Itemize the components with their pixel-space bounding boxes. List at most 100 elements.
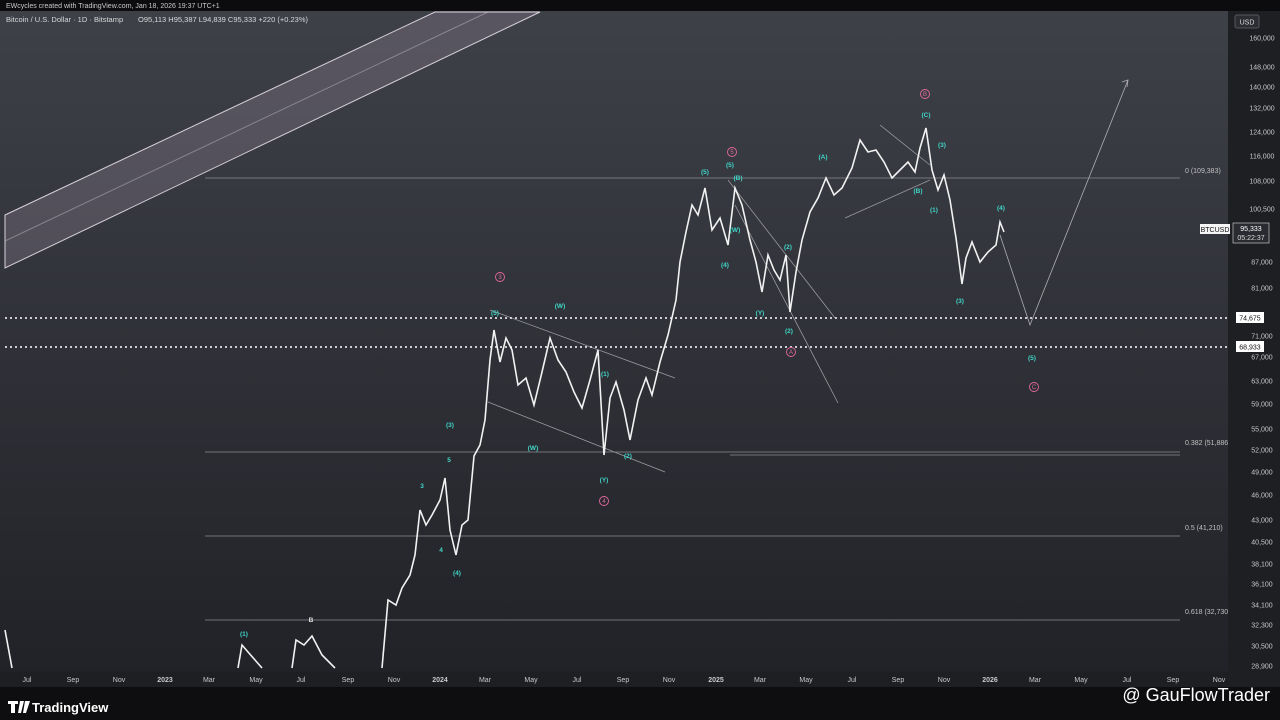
- currency: USD: [1240, 20, 1255, 27]
- level-lines: [5, 317, 1228, 348]
- time-label: May: [249, 677, 263, 684]
- level-label: 68,933: [1239, 345, 1261, 352]
- price-label: 38,100: [1251, 562, 1273, 569]
- price-label: 30,500: [1251, 644, 1273, 651]
- time-label: 2025: [708, 677, 724, 684]
- degree-label: B: [923, 92, 927, 98]
- last-price: 95,333: [1240, 226, 1262, 233]
- level-label: 74,675: [1239, 316, 1261, 323]
- fib-label: 0.382 (51,886: [1185, 440, 1228, 447]
- price-trace: [291, 634, 336, 669]
- time-label: Mar: [203, 677, 216, 684]
- wave-label: (Y): [756, 310, 765, 317]
- wave-label: (4): [453, 570, 461, 577]
- price-label: 81,000: [1251, 286, 1273, 293]
- price-label: 132,000: [1249, 106, 1274, 113]
- degree-circle: [1029, 382, 1039, 392]
- time-label: Sep: [342, 677, 355, 684]
- level-tag: [1236, 341, 1264, 352]
- price-label: 55,000: [1251, 427, 1273, 434]
- footer-bar: [0, 687, 1280, 720]
- wave-label: (C): [921, 112, 930, 119]
- time-label: May: [799, 677, 813, 684]
- wave-label: (Y): [600, 477, 609, 484]
- wave-label: (4): [721, 262, 729, 269]
- price-label: 40,500: [1251, 540, 1273, 547]
- wave-label: B: [309, 617, 314, 624]
- top-bar: [0, 0, 1280, 11]
- time-label: Sep: [1167, 677, 1180, 684]
- degree-label: 3: [498, 275, 502, 281]
- labels: 160,000 148,000 140,000 132,000 124,000 116,0…: [23, 36, 1275, 685]
- last-tag: [1232, 222, 1270, 244]
- wave-label: (W): [555, 303, 565, 310]
- time-label: Jul: [848, 677, 857, 684]
- level-tag: [1236, 312, 1264, 323]
- price-label: 124,000: [1249, 130, 1274, 137]
- wave-label: (B): [913, 188, 922, 195]
- time-label: Sep: [617, 677, 630, 684]
- degree-circle: [495, 272, 505, 282]
- price-trace: [381, 127, 1005, 669]
- degree-label: 4: [602, 499, 606, 505]
- price-label: 148,000: [1249, 65, 1274, 72]
- price-label: 59,000: [1251, 402, 1273, 409]
- price-label: 52,000: [1251, 448, 1273, 455]
- wave-label: (W): [528, 445, 538, 452]
- price-label: 116,000: [1250, 154, 1275, 161]
- degree-label: C: [1032, 385, 1037, 391]
- time-label: Nov: [388, 677, 401, 684]
- wave-label: (5): [701, 169, 709, 176]
- price-label: 67,000: [1251, 355, 1273, 362]
- degree-circle: [920, 89, 930, 99]
- watermark: @ GauFlowTrader: [1122, 685, 1270, 705]
- wave-label: (3): [446, 422, 454, 429]
- wave-label: (2): [784, 244, 792, 251]
- degree-label: A: [789, 350, 793, 356]
- wave-label: 3: [420, 483, 424, 490]
- wave-label: (3): [938, 142, 946, 149]
- wave-label: (A): [818, 154, 827, 161]
- wave-label: (5): [1028, 355, 1036, 362]
- ticker-tag: [1200, 224, 1230, 234]
- price-label: 36,100: [1251, 582, 1273, 589]
- time-label: Jul: [297, 677, 306, 684]
- time-label: Nov: [1213, 677, 1226, 684]
- countdown: 05:22:37: [1237, 235, 1264, 242]
- price-label: 28,900: [1251, 664, 1273, 671]
- ohlc: O95,113 H95,387 L94,839 C95,333 +220 (+0…: [138, 15, 308, 24]
- wave-label: (1): [930, 207, 938, 214]
- price-label: 100,500: [1249, 207, 1274, 214]
- price-label: 140,000: [1249, 85, 1274, 92]
- wave-label: (5): [726, 162, 734, 169]
- symbol: Bitcoin / U.S. Dollar · 1D · Bitstamp: [6, 15, 123, 24]
- wave-label: 5: [447, 457, 451, 464]
- credit: EWcycles created with TradingView.com, J…: [6, 3, 220, 10]
- time-label: Nov: [663, 677, 676, 684]
- currency-box: [1234, 14, 1260, 29]
- price-label: 46,000: [1251, 493, 1273, 500]
- fib-label: 0.618 (32,730: [1185, 609, 1228, 616]
- time-label: May: [1074, 677, 1088, 684]
- time-label: 2024: [432, 677, 448, 684]
- time-label: May: [524, 677, 538, 684]
- time-label: Mar: [479, 677, 492, 684]
- time-label: Mar: [1029, 677, 1042, 684]
- degree-circle: [599, 496, 609, 506]
- wave-label: (1): [601, 371, 609, 378]
- time-label: Mar: [754, 677, 767, 684]
- fib-label: 0.5 (41,210): [1185, 525, 1223, 532]
- price-label: 160,000: [1249, 36, 1274, 43]
- time-label: Jul: [1123, 677, 1132, 684]
- time-label: Sep: [67, 677, 80, 684]
- wave-label: (4): [997, 205, 1005, 212]
- channel-mid: [4, 11, 489, 242]
- wave-label: (B): [733, 175, 742, 182]
- price-label: 32,300: [1251, 623, 1273, 630]
- degree-label: 5: [730, 150, 734, 156]
- time-axis: [0, 672, 1228, 687]
- price-label: 43,000: [1251, 518, 1273, 525]
- brand: TradingView: [32, 700, 109, 715]
